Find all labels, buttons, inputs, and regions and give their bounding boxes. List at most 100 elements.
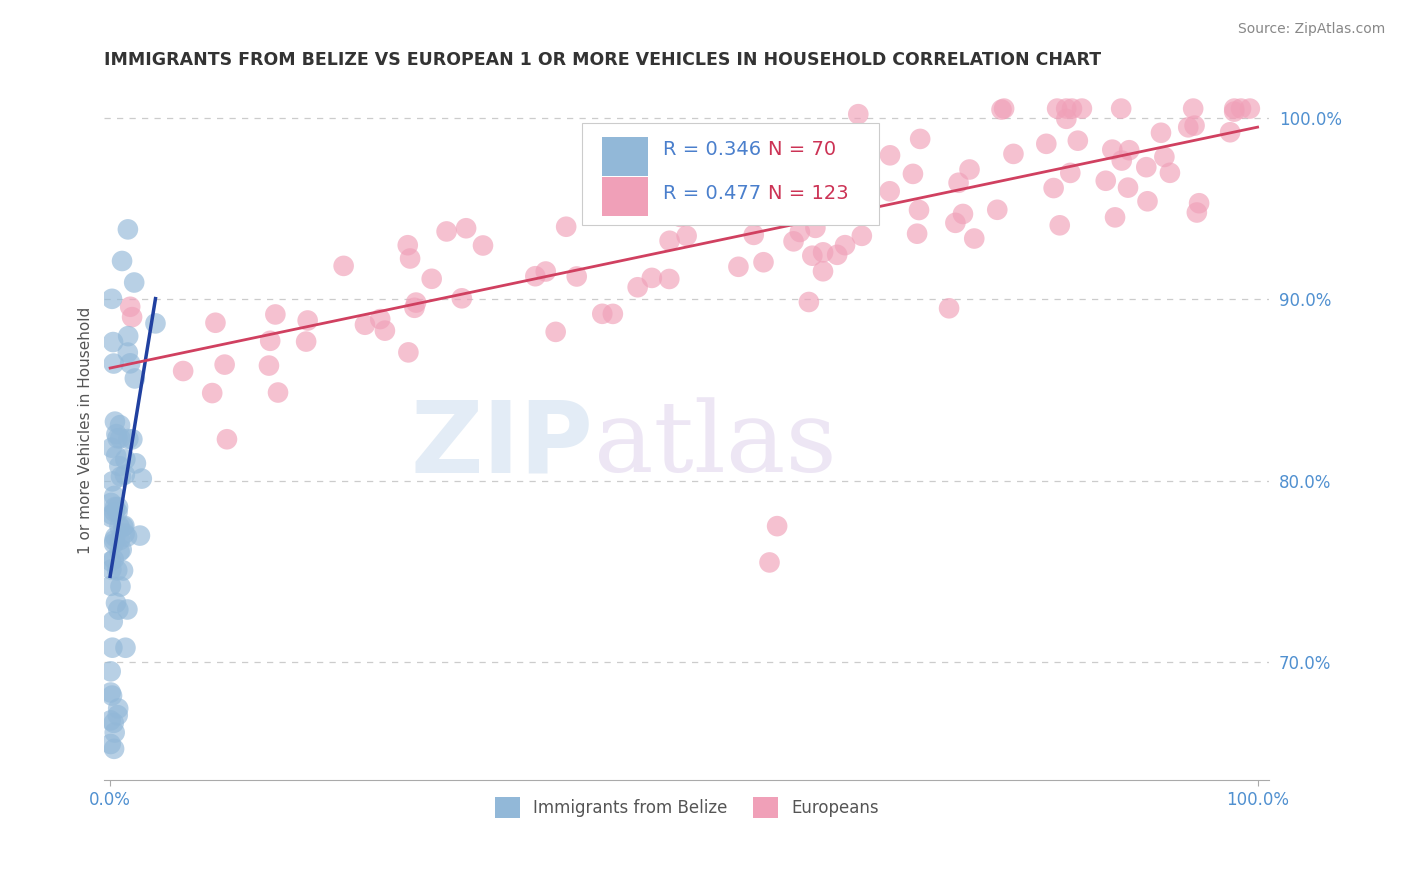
Point <box>114 526 136 541</box>
Point <box>264 308 287 322</box>
Point <box>107 708 129 723</box>
Point <box>297 313 319 327</box>
Point <box>720 154 742 169</box>
Point <box>111 542 134 557</box>
Point <box>131 472 153 486</box>
Point <box>602 307 624 321</box>
Point <box>524 269 547 284</box>
Point <box>782 235 804 249</box>
Point <box>117 345 139 359</box>
Point <box>124 371 146 385</box>
Point <box>945 216 967 230</box>
Point <box>782 202 804 217</box>
Point <box>368 312 391 326</box>
Point <box>112 518 135 533</box>
Point <box>825 248 848 262</box>
Point <box>766 519 789 533</box>
Point <box>100 737 122 751</box>
Point <box>1059 166 1081 180</box>
Point <box>396 345 419 359</box>
Point <box>1111 153 1133 168</box>
Point <box>1109 102 1132 116</box>
Point <box>565 269 588 284</box>
Point <box>938 301 960 316</box>
Point <box>450 291 472 305</box>
Point <box>108 519 131 533</box>
Point <box>797 295 820 310</box>
Point <box>1239 102 1261 116</box>
Point <box>908 202 931 217</box>
Point <box>215 432 238 446</box>
Point <box>295 334 318 349</box>
Point <box>845 207 868 221</box>
Point <box>675 228 697 243</box>
Point <box>100 685 122 699</box>
Point <box>1042 181 1064 195</box>
Text: N = 123: N = 123 <box>768 184 849 202</box>
Point <box>103 741 125 756</box>
Point <box>436 224 458 238</box>
Point <box>714 169 737 184</box>
Point <box>108 533 131 547</box>
Point <box>1094 174 1116 188</box>
Point <box>1002 147 1025 161</box>
Point <box>1177 120 1199 135</box>
Point <box>641 271 664 285</box>
Point <box>763 153 786 168</box>
Point <box>752 255 775 269</box>
Point <box>120 300 142 314</box>
Point <box>555 219 578 234</box>
Point <box>117 432 139 446</box>
Point <box>112 564 135 578</box>
Point <box>107 431 129 445</box>
Text: R = 0.346: R = 0.346 <box>664 140 762 159</box>
Point <box>117 329 139 343</box>
Point <box>100 510 122 524</box>
Point <box>101 292 124 306</box>
Point <box>1159 166 1181 180</box>
Point <box>1230 102 1253 116</box>
Point <box>103 489 125 503</box>
Point <box>669 210 692 224</box>
Point <box>1054 112 1077 126</box>
Point <box>332 259 354 273</box>
Point <box>108 418 131 433</box>
Point <box>738 178 761 192</box>
Point <box>1067 134 1090 148</box>
Text: IMMIGRANTS FROM BELIZE VS EUROPEAN 1 OR MORE VEHICLES IN HOUSEHOLD CORRELATION C: IMMIGRANTS FROM BELIZE VS EUROPEAN 1 OR … <box>104 51 1101 69</box>
Point <box>1184 119 1206 133</box>
Point <box>105 427 128 442</box>
Point <box>107 505 129 519</box>
Point <box>100 496 122 510</box>
Point <box>986 202 1008 217</box>
Point <box>404 301 426 315</box>
Point <box>534 264 557 278</box>
Point <box>1135 160 1157 174</box>
Point <box>104 505 127 519</box>
Point <box>1104 211 1126 225</box>
Point <box>1182 102 1205 116</box>
Point <box>1101 143 1123 157</box>
Point <box>104 500 127 514</box>
Point <box>851 165 873 179</box>
Point <box>125 456 148 470</box>
Point <box>959 162 981 177</box>
Point <box>120 356 142 370</box>
Point <box>267 385 290 400</box>
Text: N = 70: N = 70 <box>768 140 837 159</box>
Point <box>121 432 143 446</box>
Point <box>801 249 824 263</box>
Point <box>110 431 132 445</box>
Text: ZIP: ZIP <box>411 396 593 493</box>
Point <box>104 725 127 739</box>
Point <box>100 579 122 593</box>
Y-axis label: 1 or more Vehicles in Household: 1 or more Vehicles in Household <box>79 307 93 555</box>
Point <box>1054 102 1077 116</box>
Point <box>879 148 901 162</box>
Point <box>201 386 224 401</box>
Point <box>101 334 124 349</box>
Point <box>727 201 749 215</box>
Point <box>100 554 122 568</box>
Point <box>101 475 124 489</box>
Point <box>420 272 443 286</box>
